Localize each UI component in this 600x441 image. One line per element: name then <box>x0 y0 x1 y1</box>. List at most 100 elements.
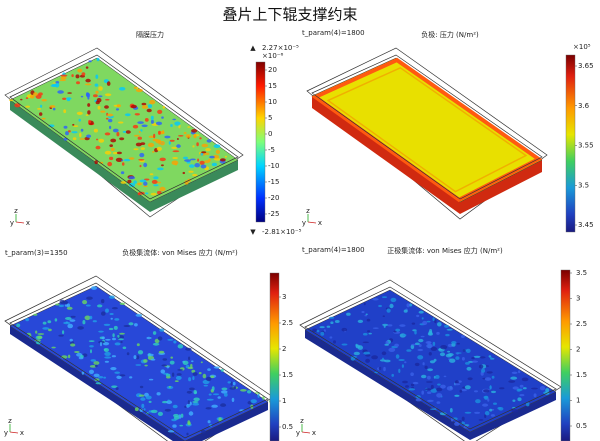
field-speckle <box>87 103 91 107</box>
field-speckle <box>99 161 104 164</box>
field-speckle <box>467 377 473 381</box>
field-speckle <box>471 360 479 363</box>
field-speckle <box>168 386 172 388</box>
field-speckle <box>52 107 56 111</box>
field-speckle <box>437 322 442 327</box>
field-speckle <box>443 375 447 378</box>
field-speckle <box>75 74 80 79</box>
field-speckle <box>453 383 461 386</box>
field-speckle <box>430 346 438 351</box>
field-speckle <box>488 355 492 358</box>
field-speckle <box>440 384 446 389</box>
field-speckle <box>192 173 198 177</box>
field-speckle <box>212 393 220 396</box>
field-speckle <box>519 394 525 397</box>
field-speckle <box>37 108 42 110</box>
field-speckle <box>227 381 231 384</box>
field-speckle <box>203 384 208 387</box>
field-speckle <box>128 176 136 180</box>
field-speckle <box>434 319 437 324</box>
field-speckle <box>104 351 111 356</box>
colorbar <box>560 269 571 441</box>
field-speckle <box>111 385 118 389</box>
field-speckle <box>94 83 99 87</box>
field-speckle <box>158 130 161 135</box>
field-speckle <box>415 398 422 402</box>
colorbar-tick-label: 1.5 <box>576 371 587 379</box>
field-speckle <box>144 118 149 122</box>
field-speckle <box>123 325 131 327</box>
field-speckle <box>424 365 428 369</box>
field-speckle <box>395 354 400 359</box>
field-speckle <box>428 352 432 356</box>
field-speckle <box>100 341 102 347</box>
field-speckle <box>139 179 147 183</box>
field-speckle <box>184 405 187 408</box>
field-speckle <box>484 377 492 381</box>
field-speckle <box>183 131 187 135</box>
field-speckle <box>390 297 397 303</box>
field-speckle <box>192 376 195 381</box>
slab-side <box>10 326 268 441</box>
field-speckle <box>157 167 164 171</box>
field-speckle <box>460 335 465 338</box>
field-speckle <box>406 349 412 352</box>
field-speckle <box>88 340 95 342</box>
field-speckle <box>334 320 340 323</box>
field-speckle <box>113 325 118 330</box>
field-speckle <box>383 366 386 372</box>
colorbar-tick-label: 3.5 <box>578 181 589 189</box>
field-speckle <box>206 376 212 382</box>
field-speckle <box>362 341 369 344</box>
field-speckle <box>171 160 179 166</box>
field-speckle <box>187 404 191 408</box>
plot-title: 负极集流体: von Mises 应力 (N/m²) <box>122 248 238 257</box>
field-speckle <box>104 105 109 109</box>
field-speckle <box>171 146 178 149</box>
field-speckle <box>135 364 142 366</box>
field-speckle <box>167 399 170 402</box>
field-speckle <box>409 303 413 307</box>
colorbar-tick-label: 2.5 <box>576 320 587 328</box>
field-speckle <box>85 114 89 116</box>
field-speckle <box>58 304 65 308</box>
field-speckle <box>372 327 379 330</box>
field-speckle <box>220 158 226 162</box>
field-speckle <box>38 92 43 96</box>
field-speckle <box>77 68 83 73</box>
field-speckle <box>427 399 434 402</box>
field-speckle <box>329 316 335 319</box>
field-speckle <box>478 419 484 421</box>
field-speckle <box>206 139 212 143</box>
field-speckle <box>105 98 110 101</box>
field-speckle <box>135 355 140 360</box>
field-speckle <box>73 125 79 127</box>
field-speckle <box>353 351 360 356</box>
field-speckle <box>162 130 165 134</box>
field-speckle <box>178 135 184 137</box>
field-speckle <box>381 351 387 356</box>
field-speckle <box>355 343 358 347</box>
field-speckle <box>210 375 215 379</box>
field-speckle <box>482 403 489 407</box>
field-speckle <box>382 357 384 360</box>
field-speckle <box>193 133 197 139</box>
field-speckle <box>50 85 56 87</box>
field-speckle <box>211 386 215 391</box>
field-speckle <box>94 160 98 165</box>
field-speckle <box>122 346 127 350</box>
field-speckle <box>194 163 200 168</box>
field-speckle <box>207 420 211 424</box>
field-speckle <box>107 161 113 167</box>
field-speckle <box>221 387 228 391</box>
field-speckle <box>94 364 98 368</box>
field-speckle <box>116 104 121 108</box>
field-speckle <box>436 401 441 404</box>
field-speckle <box>110 138 117 143</box>
field-speckle <box>214 158 221 161</box>
field-speckle <box>140 397 146 401</box>
field-speckle <box>150 115 154 121</box>
colorbar-tick-label: 3.65 <box>578 62 594 70</box>
field-speckle <box>207 368 211 371</box>
field-speckle <box>436 387 443 392</box>
